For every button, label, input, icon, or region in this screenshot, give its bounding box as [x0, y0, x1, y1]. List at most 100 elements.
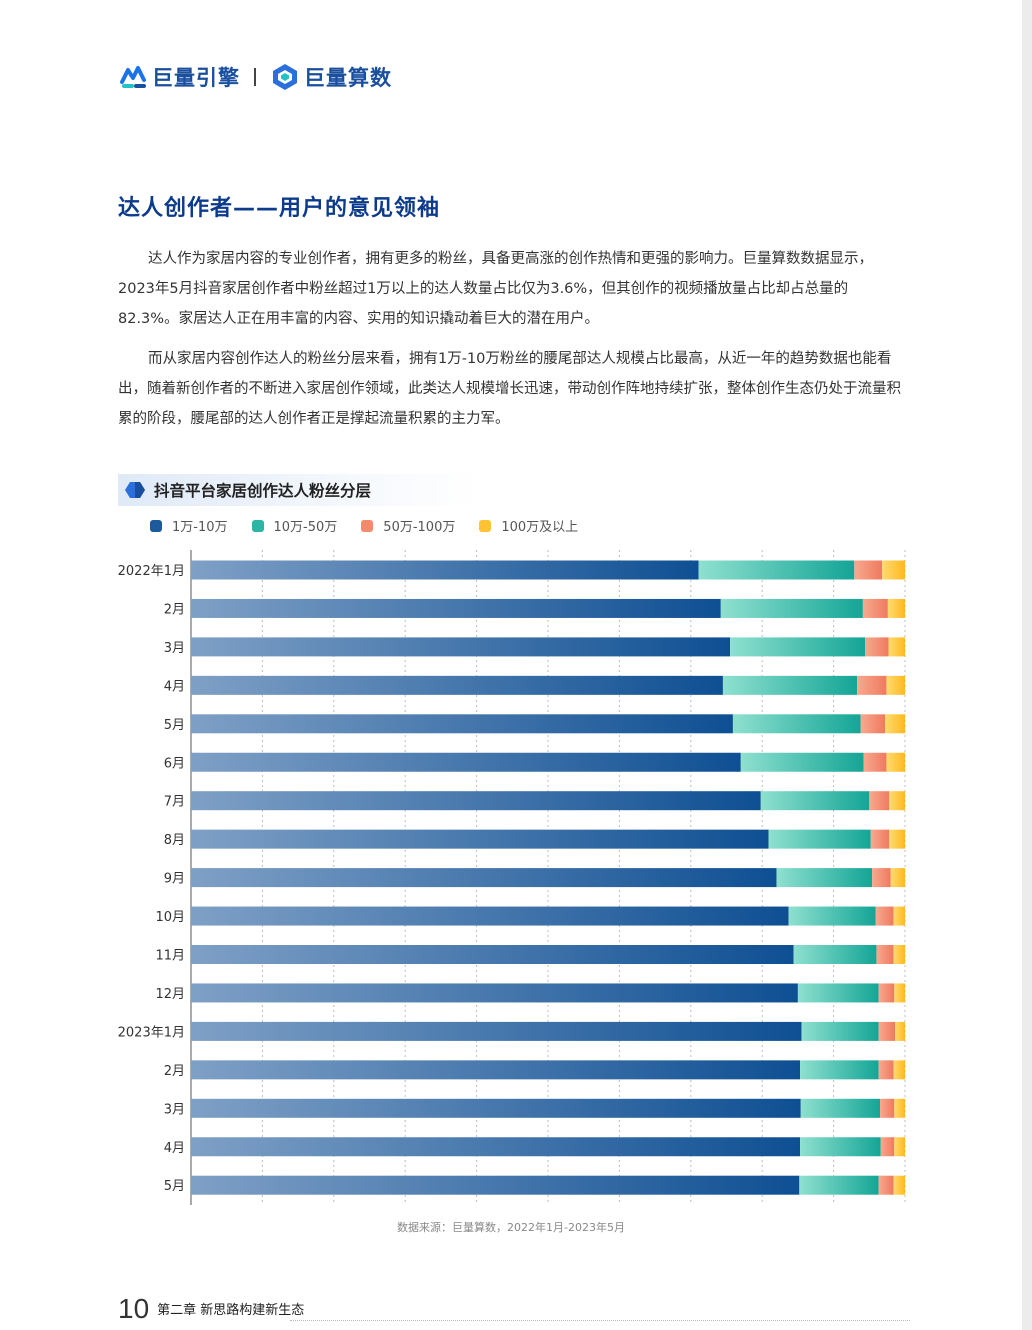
- brand-right: 巨量算数: [304, 66, 392, 90]
- bar-segment: [788, 906, 876, 926]
- page-edge: [1022, 0, 1032, 1330]
- y-tick-label: 8月: [164, 833, 185, 848]
- bar-segment: [191, 1098, 801, 1118]
- legend-label: 10万-50万: [273, 520, 338, 535]
- legend-item: 1万-10万: [150, 516, 228, 535]
- bar-segment: [886, 752, 905, 772]
- bar-segment: [730, 637, 866, 657]
- y-tick-label: 5月: [164, 718, 185, 733]
- y-tick-label: 2月: [164, 1064, 185, 1079]
- bar-segment: [893, 906, 905, 926]
- bar-segment: [888, 637, 905, 657]
- bar-segment: [885, 714, 905, 734]
- y-tick-label: 4月: [164, 679, 185, 694]
- footer-divider: [290, 1320, 910, 1321]
- bar-segment: [889, 791, 905, 811]
- bar-segment: [191, 637, 731, 657]
- legend-swatch: [361, 519, 374, 532]
- y-tick-label: 12月: [155, 987, 185, 1002]
- bar-segment: [800, 1098, 881, 1118]
- suanshu-logo-icon: [273, 64, 297, 90]
- bar-segment: [793, 945, 877, 964]
- bar-segment: [799, 1175, 879, 1195]
- bar-segment: [894, 1137, 905, 1157]
- bar-segment: [860, 714, 886, 734]
- y-tick-label: 3月: [164, 641, 185, 656]
- legend-item: 100万及以上: [479, 516, 578, 535]
- bar-segment: [876, 945, 894, 964]
- bar-segment: [191, 868, 777, 888]
- chart-y-labels: 2022年1月 2月 3月 4月 5月 6月 7月 8月 9月 10月 11月 12月 2023年1月 2…: [118, 564, 185, 1194]
- legend-label: 1万-10万: [172, 520, 228, 535]
- y-tick-label: 7月: [164, 795, 185, 810]
- bar-segment: [191, 560, 699, 580]
- page-footer: 10 第二章 新思路构建新生态: [118, 1294, 304, 1324]
- y-tick-label: 2023年1月: [118, 1025, 185, 1040]
- bar-segment: [740, 752, 864, 772]
- chart-title-icon: [125, 482, 145, 498]
- bar-segment: [797, 983, 879, 1003]
- bar-segment: [870, 829, 890, 849]
- bar-segment: [191, 752, 741, 772]
- bar-segment: [893, 1175, 905, 1195]
- bar-segment: [800, 1060, 879, 1080]
- stacked-bar-chart: 2022年1月 2月 3月 4月 5月 6月 7月 8月 9月 10月 11月 12月 2023年1月 2…: [118, 550, 906, 1205]
- bar-segment: [878, 983, 895, 1003]
- bar-segment: [878, 1175, 894, 1195]
- page-number: 10: [118, 1293, 150, 1324]
- bar-segment: [191, 791, 761, 811]
- bar-segment: [889, 829, 905, 849]
- bar-segment: [776, 868, 873, 888]
- legend-item: 50万-100万: [361, 516, 455, 535]
- y-tick-label: 2月: [164, 602, 185, 617]
- bar-segment: [800, 1137, 881, 1157]
- legend-item: 10万-50万: [251, 516, 338, 535]
- bar-segment: [893, 945, 905, 964]
- bar-segment: [857, 675, 887, 695]
- bar-segment: [890, 868, 905, 888]
- bar-segment: [768, 829, 871, 849]
- bar-segment: [878, 1021, 896, 1041]
- bar-segment: [801, 1021, 879, 1041]
- bar-segment: [191, 829, 769, 849]
- bar-segment: [854, 560, 883, 580]
- chart-grid: [190, 550, 906, 1205]
- section-title: 达人创作者——用户的意见领袖: [118, 196, 441, 221]
- bar-segment: [191, 675, 723, 695]
- paragraph-1: 达人作为家居内容的专业创作者，拥有更多的粉丝，具备更高涨的创作热情和更强的影响力…: [118, 251, 873, 327]
- brand-left: 巨量引擎: [152, 66, 240, 90]
- bar-segment: [191, 1021, 802, 1041]
- bar-segment: [869, 791, 890, 811]
- bar-segment: [732, 714, 861, 734]
- bar-segment: [872, 868, 891, 888]
- legend-label: 50万-100万: [383, 520, 456, 535]
- y-tick-label: 3月: [164, 1102, 185, 1117]
- bar-segment: [882, 560, 905, 580]
- bar-segment: [895, 1021, 905, 1041]
- bar-segment: [894, 983, 905, 1003]
- legend-swatch: [150, 519, 162, 532]
- data-source: 数据来源：巨量算数，2022年1月-2023年5月: [397, 1221, 625, 1234]
- chapter-label: 第二章 新思路构建新生态: [157, 1303, 305, 1318]
- bar-segment: [191, 1137, 801, 1157]
- header-logos: 巨量引擎 巨量算数: [118, 60, 392, 94]
- bar-segment: [880, 1098, 895, 1118]
- bar-segment: [191, 983, 798, 1003]
- ocean-engine-logo-icon: [120, 66, 146, 88]
- y-tick-label: 6月: [164, 756, 185, 771]
- logo-divider: [254, 68, 256, 86]
- bar-segment: [886, 675, 905, 695]
- bar-segment: [894, 1098, 905, 1118]
- bar-segment: [880, 1137, 895, 1157]
- bar-segment: [893, 1060, 905, 1080]
- y-tick-label: 11月: [155, 949, 185, 964]
- bar-segment: [722, 675, 858, 695]
- bar-segment: [862, 598, 888, 618]
- bar-segment: [191, 598, 721, 618]
- bar-segment: [191, 1175, 800, 1195]
- bar-segment: [191, 906, 789, 926]
- bar-segment: [191, 945, 794, 964]
- y-tick-label: 10月: [155, 910, 185, 925]
- chart-legend: 1万-10万 10万-50万 50万-100万 100万及以上: [150, 516, 602, 535]
- bar-segment: [878, 1060, 894, 1080]
